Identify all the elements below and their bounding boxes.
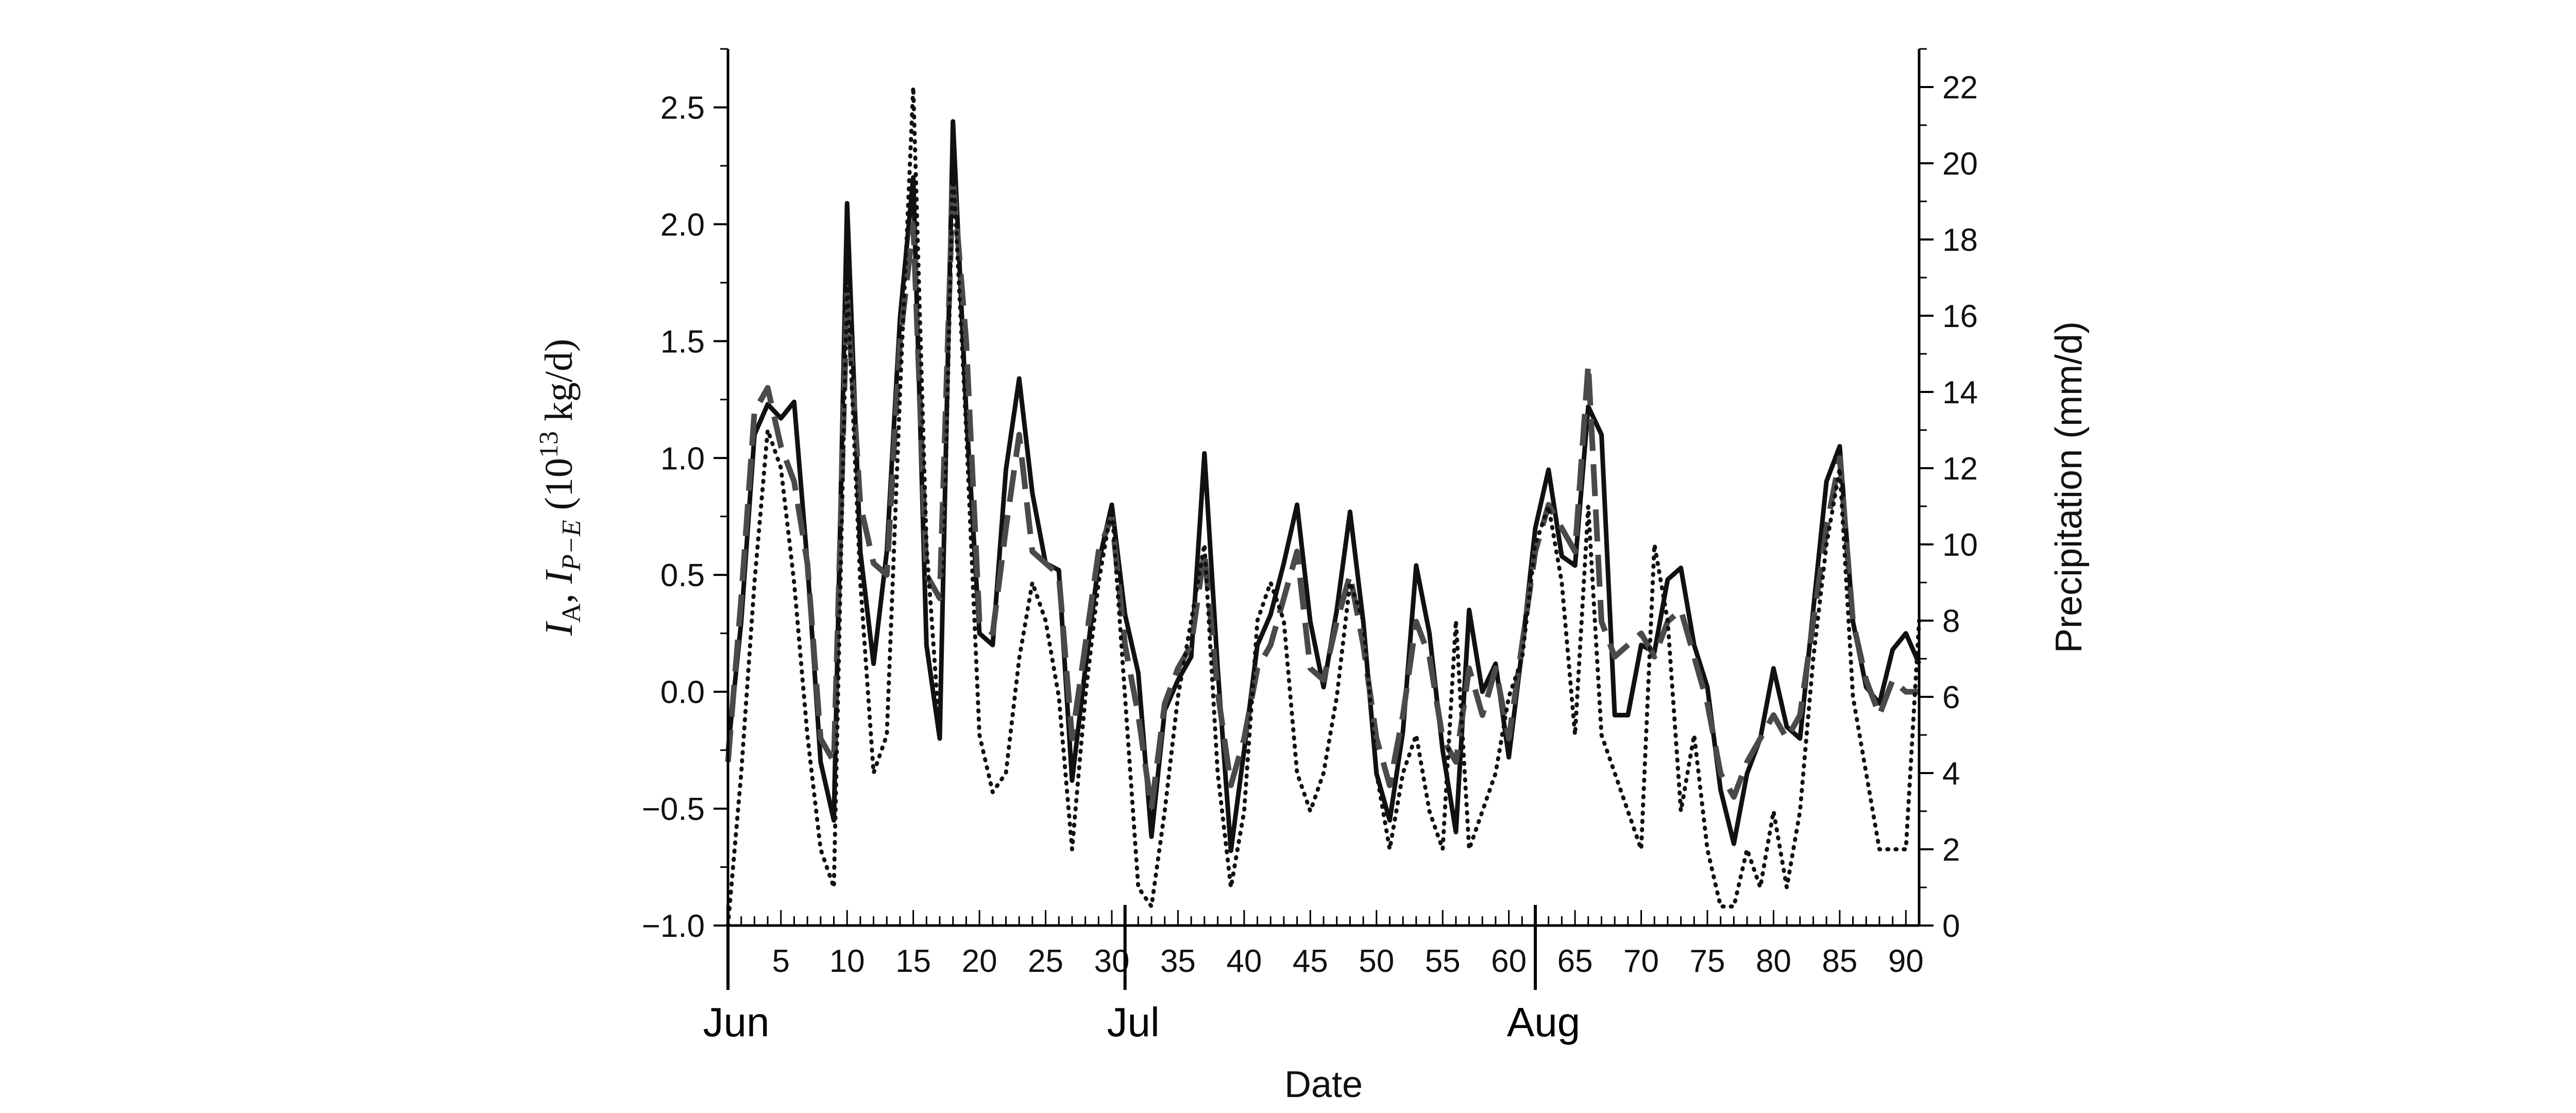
left-tick-label: 1.5 bbox=[660, 324, 705, 359]
axes-group bbox=[726, 49, 1921, 927]
left-tick-label: 1.0 bbox=[660, 441, 705, 476]
right-tick-label: 22 bbox=[1942, 70, 1978, 106]
left-axis-title: IA, IP−E (1013 kg/d) bbox=[534, 339, 586, 637]
month-label: Aug bbox=[1507, 999, 1580, 1045]
left-tick-label: 2.5 bbox=[660, 90, 705, 126]
right-tick-label: 6 bbox=[1942, 680, 1960, 715]
x-tick-label: 65 bbox=[1557, 944, 1593, 979]
right-tick-label: 2 bbox=[1942, 832, 1960, 868]
right-tick-label: 14 bbox=[1942, 375, 1978, 410]
x-tick-label: 85 bbox=[1822, 944, 1857, 979]
right-tick-label: 4 bbox=[1942, 756, 1960, 792]
left-tick-label: 0.5 bbox=[660, 558, 705, 593]
right-tick-label: 16 bbox=[1942, 299, 1978, 334]
x-tick-label: 20 bbox=[962, 944, 997, 979]
x-tick-label: 15 bbox=[895, 944, 931, 979]
x-tick-label: 35 bbox=[1160, 944, 1196, 979]
series-line-dotted bbox=[726, 85, 1921, 928]
x-tick-label: 70 bbox=[1623, 944, 1659, 979]
left-tick-label: 0.0 bbox=[660, 675, 705, 710]
left-tick-label: −0.5 bbox=[642, 792, 705, 827]
plot-series-group bbox=[725, 85, 1922, 928]
left-tick-label: −1.0 bbox=[642, 909, 705, 944]
x-tick-label: 25 bbox=[1028, 944, 1063, 979]
month-label: Jul bbox=[1107, 999, 1160, 1045]
x-tick-label: 40 bbox=[1226, 944, 1262, 979]
x-tick-label: 80 bbox=[1756, 944, 1791, 979]
left-tick-label: 2.0 bbox=[660, 207, 705, 243]
x-tick-label: 10 bbox=[829, 944, 865, 979]
series-line-solid bbox=[725, 119, 1922, 853]
right-tick-label: 12 bbox=[1942, 451, 1978, 487]
month-label: Jun bbox=[703, 999, 770, 1045]
ticks-group: −1.0 −0.5 0.0 0.5 1.0 1.5 2.0 2.5 0 2 4 6 8 10 12 14 16 1… bbox=[642, 48, 1978, 1045]
right-tick-label: 20 bbox=[1942, 146, 1978, 182]
series-line-dashed bbox=[725, 175, 1919, 812]
right-tick-label: 0 bbox=[1942, 909, 1960, 944]
right-tick-label: 18 bbox=[1942, 222, 1978, 258]
right-tick-label: 10 bbox=[1942, 527, 1978, 563]
titles-group: Date Precipitation (mm/d) IA, IP−E (1013 k… bbox=[534, 321, 2090, 1105]
x-tick-label: 45 bbox=[1293, 944, 1328, 979]
x-tick-label: 55 bbox=[1425, 944, 1461, 979]
x-tick-label: 90 bbox=[1888, 944, 1924, 979]
x-tick-label: 5 bbox=[772, 944, 790, 979]
x-tick-label: 60 bbox=[1491, 944, 1527, 979]
right-tick-label: 8 bbox=[1942, 604, 1960, 639]
x-tick-label: 75 bbox=[1689, 944, 1725, 979]
x-tick-label: 50 bbox=[1359, 944, 1394, 979]
x-axis-title: Date bbox=[1284, 1064, 1363, 1105]
right-axis-title: Precipitation (mm/d) bbox=[2048, 321, 2090, 653]
